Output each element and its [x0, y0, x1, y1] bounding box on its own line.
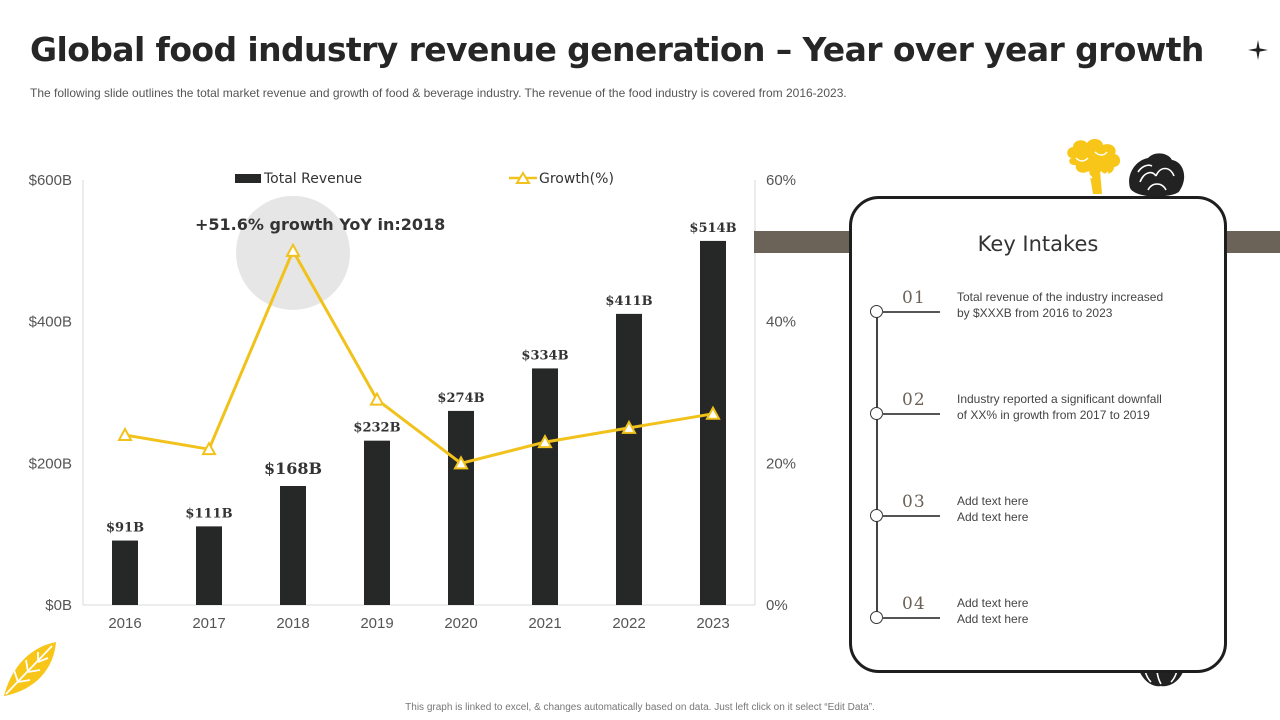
key-intake-item: 04 Add text here Add text here [852, 594, 1224, 653]
key-intake-line: Add text here [957, 510, 1029, 524]
key-intake-text: Industry reported a significant downfall… [957, 391, 1197, 423]
page-title: Global food industry revenue generation … [30, 30, 1204, 69]
x-tick-label: 2023 [696, 615, 729, 632]
key-intake-number: 03 [902, 492, 926, 512]
revenue-bar [532, 368, 558, 605]
growth-line [124, 249, 714, 465]
left-tick-label: $600B [29, 172, 72, 189]
decorative-band-left [754, 231, 854, 253]
key-intake-line: Add text here [957, 596, 1029, 610]
growth-annotation: +51.6% growth YoY in:2018 [195, 215, 445, 234]
key-intake-line: Industry reported a significant downfall [957, 392, 1162, 406]
x-tick-label: 2016 [108, 615, 141, 632]
key-intake-text: Add text here Add text here [957, 595, 1197, 627]
growth-point-marker [369, 391, 385, 406]
revenue-growth-chart: $0B $200B $400B $600B 0% 20% 40% 60% 2016 2017 201… [29, 171, 796, 632]
timeline-line [876, 309, 878, 617]
right-tick-label: 40% [766, 314, 796, 331]
revenue-bar [280, 486, 306, 605]
key-intake-number: 04 [902, 594, 926, 614]
legend-label-revenue: Total Revenue [263, 171, 362, 187]
key-intake-item: 02 Industry reported a significant downf… [852, 390, 1224, 449]
key-intakes-panel: Key Intakes 01 Total revenue of the indu… [849, 196, 1227, 673]
legend-label-growth: Growth(%) [539, 171, 614, 187]
right-tick-label: 60% [766, 172, 796, 189]
x-tick-label: 2020 [444, 615, 477, 632]
key-intakes-title: Key Intakes [977, 232, 1099, 256]
growth-point-marker [453, 455, 469, 470]
x-tick-label: 2022 [612, 615, 645, 632]
revenue-bar [616, 313, 642, 605]
x-tick-label: 2019 [360, 615, 393, 632]
revenue-bar [364, 440, 390, 605]
x-tick-label: 2018 [276, 615, 309, 632]
decorative-band-right [1222, 231, 1280, 253]
revenue-bar [448, 410, 474, 605]
key-intake-text: Total revenue of the industry increased … [957, 289, 1197, 321]
revenue-bar [700, 240, 726, 605]
key-intake-item: 03 Add text here Add text here [852, 492, 1224, 551]
bar-value-label: $411B [605, 294, 652, 309]
legend-swatch-revenue [235, 174, 261, 183]
growth-point-marker [285, 242, 301, 257]
timeline-connector [882, 413, 940, 415]
right-tick-label: 0% [766, 597, 788, 614]
timeline-connector [882, 617, 940, 619]
growth-point-marker [537, 433, 553, 449]
timeline-connector [882, 515, 940, 517]
growth-point-marker [117, 426, 133, 441]
bar-value-label: $91B [106, 521, 144, 536]
key-intake-line: Add text here [957, 612, 1029, 626]
x-tick-label: 2021 [528, 615, 561, 632]
growth-point-marker [621, 419, 637, 434]
key-intake-number: 01 [902, 288, 926, 308]
x-tick-label: 2017 [192, 615, 225, 632]
timeline-connector [882, 311, 940, 313]
bar-value-label: $274B [437, 391, 484, 406]
key-intake-line: of XX% in growth from 2017 to 2019 [957, 408, 1150, 422]
left-tick-label: $400B [29, 314, 72, 331]
sparkle-icon [1248, 40, 1268, 60]
key-intake-number: 02 [902, 390, 926, 410]
key-intake-line: Add text here [957, 494, 1029, 508]
page-subtitle: The following slide outlines the total m… [30, 86, 847, 100]
legend-swatch-growth [509, 171, 537, 184]
left-tick-label: $200B [29, 455, 72, 472]
revenue-bar [112, 540, 138, 605]
bar-value-label: $111B [185, 506, 232, 521]
bar-value-label: $334B [521, 348, 568, 363]
broccoli-icon [1067, 139, 1121, 194]
left-tick-label: $0B [45, 597, 72, 614]
bar-value-label: $514B [689, 221, 736, 236]
growth-point-marker [201, 441, 217, 456]
key-intake-item: 01 Total revenue of the industry increas… [852, 288, 1224, 347]
right-tick-label: 20% [766, 455, 796, 472]
key-intake-line: Total revenue of the industry increased [957, 290, 1164, 304]
leaf-icon [4, 642, 56, 696]
growth-point-marker [705, 405, 721, 420]
key-intake-text: Add text here Add text here [957, 493, 1197, 525]
cabbage-icon [1129, 153, 1185, 197]
footer-note: This graph is linked to excel, & changes… [405, 702, 875, 713]
bar-value-label: $168B [264, 459, 322, 478]
revenue-bar [196, 526, 222, 605]
bar-value-label: $232B [353, 421, 400, 436]
key-intake-line: by $XXXB from 2016 to 2023 [957, 306, 1113, 320]
